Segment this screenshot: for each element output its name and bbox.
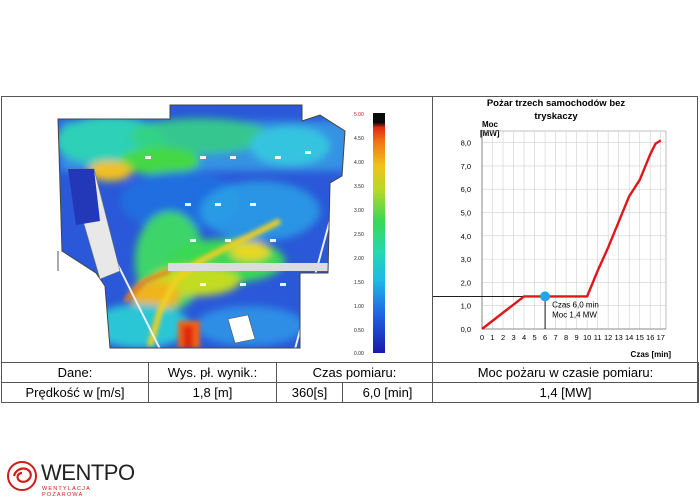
cell-czas-seconds: 360[s] bbox=[276, 382, 343, 403]
y-tick-label: 3,0 bbox=[461, 255, 471, 264]
x-tick-label: 5 bbox=[532, 333, 536, 342]
colorbar-tick: 3.00 bbox=[354, 208, 364, 214]
header-czas-pomiaru: Czas pomiaru: bbox=[276, 362, 433, 383]
colorbar-tick: 1.00 bbox=[354, 304, 364, 310]
x-tick-label: 14 bbox=[625, 333, 633, 342]
x-tick-label: 4 bbox=[522, 333, 526, 342]
plot-area bbox=[481, 130, 667, 330]
y-tick-label: 4,0 bbox=[461, 232, 471, 241]
y-tick-label: 6,0 bbox=[461, 185, 471, 194]
logo-swirl-icon bbox=[7, 461, 37, 491]
colorbar-tick: 2.00 bbox=[354, 256, 364, 262]
wentpo-logo: WENTPO WENTYLACJA POŻAROWA bbox=[6, 460, 135, 498]
colorbar: 5.00 4.50 4.00 3.50 3.00 2.50 2.00 1.50 … bbox=[350, 108, 400, 358]
colorbar-tick: 0.00 bbox=[354, 351, 364, 357]
header-moc-pozaru: Moc pożaru w czasie pomiaru: bbox=[432, 362, 699, 383]
marker-label-time: Czas 6,0 min bbox=[552, 300, 599, 309]
y-axis-unit: [MW] bbox=[480, 129, 500, 138]
colorbar-tick: 4.50 bbox=[354, 136, 364, 142]
table-row: Dane: Wys. pł. wynik.: Czas pomiaru: Moc… bbox=[1, 362, 699, 383]
chart-title-line1: Pożar trzech samochodów bez bbox=[487, 98, 626, 109]
colorbar-tick: 4.00 bbox=[354, 160, 364, 166]
colorbar-tick: 5.00 bbox=[354, 112, 364, 118]
header-dane: Dane: bbox=[1, 362, 149, 383]
x-tick-label: 10 bbox=[583, 333, 591, 342]
cell-czas-minutes: 6,0 [min] bbox=[342, 382, 433, 403]
logo-text: WENTPO bbox=[41, 460, 135, 485]
x-tick-label: 0 bbox=[480, 333, 484, 342]
y-tick-label: 7,0 bbox=[461, 162, 471, 171]
measurement-table: Dane: Wys. pł. wynik.: Czas pomiaru: Moc… bbox=[1, 362, 699, 403]
colorbar-gradient bbox=[373, 113, 385, 353]
marker-label-power: Moc 1,4 MW bbox=[552, 310, 597, 319]
cell-moc-value: 1,4 [MW] bbox=[432, 382, 699, 403]
marker-point bbox=[540, 291, 551, 302]
table-row: Prędkość w [m/s] 1,8 [m] 360[s] 6,0 [min… bbox=[1, 382, 699, 403]
x-tick-label: 1 bbox=[490, 333, 494, 342]
logo-subtext: WENTYLACJA POŻAROWA bbox=[42, 486, 91, 498]
x-tick-label: 11 bbox=[594, 333, 602, 342]
x-tick-label: 6 bbox=[543, 333, 547, 342]
x-tick-label: 13 bbox=[615, 333, 623, 342]
y-tick-label: 2,0 bbox=[461, 278, 471, 287]
cell-wysokosc-value: 1,8 [m] bbox=[148, 382, 277, 403]
velocity-map bbox=[57, 104, 346, 349]
colorbar-tick: 3.50 bbox=[354, 184, 364, 190]
cell-predkosc: Prędkość w [m/s] bbox=[1, 382, 149, 403]
y-tick-label: 1,0 bbox=[461, 302, 471, 311]
x-tick-label: 2 bbox=[501, 333, 505, 342]
x-tick-label: 9 bbox=[575, 333, 579, 342]
colorbar-tick: 1.50 bbox=[354, 280, 364, 286]
colorbar-tick: 2.50 bbox=[354, 232, 364, 238]
colorbar-tick: 0.50 bbox=[354, 328, 364, 334]
x-tick-label: 16 bbox=[646, 333, 654, 342]
x-tick-label: 7 bbox=[554, 333, 558, 342]
header-wysokosc: Wys. pł. wynik.: bbox=[148, 362, 277, 383]
panel-divider bbox=[432, 96, 433, 362]
x-tick-label: 12 bbox=[604, 333, 612, 342]
y-tick-label: 8,0 bbox=[461, 139, 471, 148]
y-axis-label: Moc bbox=[482, 120, 499, 129]
x-axis-label: Czas [min] bbox=[631, 350, 672, 359]
series-line bbox=[481, 139, 662, 330]
x-tick-label: 17 bbox=[657, 333, 665, 342]
x-tick-label: 3 bbox=[511, 333, 515, 342]
y-tick-label: 0,0 bbox=[461, 325, 471, 334]
y-tick-label: 5,0 bbox=[461, 209, 471, 218]
x-tick-label: 8 bbox=[564, 333, 568, 342]
x-tick-label: 15 bbox=[636, 333, 644, 342]
chart-title-line2: tryskaczy bbox=[534, 111, 578, 122]
fire-power-chart: Pożar trzech samochodów bez tryskaczy Mo… bbox=[433, 98, 672, 359]
